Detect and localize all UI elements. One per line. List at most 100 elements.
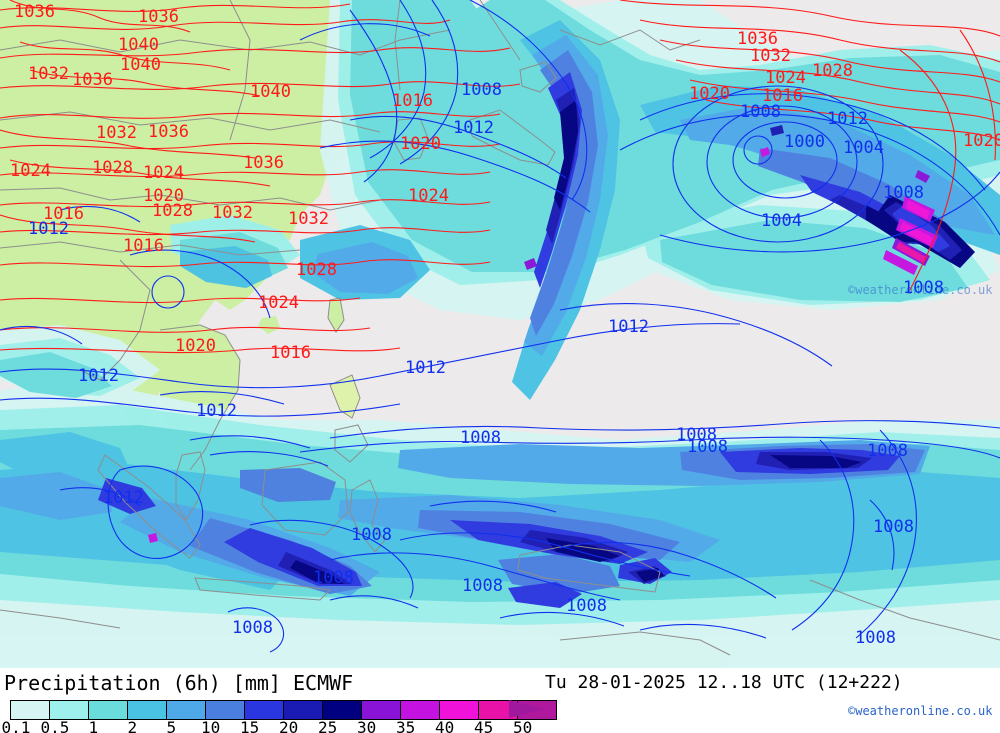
- isobar-label-high-1020-22: 1020: [175, 336, 216, 356]
- legend-tick-20: 20: [279, 718, 299, 733]
- legend-swatch-15: [245, 701, 284, 719]
- isobar-label-high-1032-7: 1032: [96, 123, 137, 143]
- isobar-label-low-1008-18: 1008: [351, 525, 392, 545]
- isobar-label-low-1008-17: 1008: [867, 441, 908, 461]
- isobar-label-high-1040-2: 1040: [118, 35, 159, 55]
- precipitation-map[interactable]: ©weatheronline.co.uk 1036 1036 1040 1040 103…: [0, 0, 1000, 668]
- footer: Precipitation (6h) [mm] ECMWF Tu 28-01-2…: [0, 668, 1000, 733]
- isobar-label-high-1028-11: 1028: [92, 158, 133, 178]
- isobar-label-low-1008-20: 1008: [313, 568, 354, 588]
- legend-swatch-0.1: [11, 701, 50, 719]
- isobar-label-high-1036-9: 1036: [243, 153, 284, 173]
- legend-tick-25: 25: [318, 718, 338, 733]
- legend-swatch-40: [440, 701, 479, 719]
- isobar-label-high-1016-17: 1016: [43, 204, 84, 224]
- isobar-label-high-1024-25: 1024: [408, 186, 449, 206]
- map-watermark: ©weatheronline.co.uk: [848, 283, 993, 297]
- isobar-label-low-1000-9: 1000: [784, 132, 825, 152]
- isobar-label-high-1040-3: 1040: [120, 55, 161, 75]
- isobar-label-low-1012-5: 1012: [103, 488, 144, 508]
- isobar-label-high-1028-14: 1028: [152, 201, 193, 221]
- isobar-label-high-1032-27: 1032: [750, 46, 791, 66]
- isobar-label-low-1004-12: 1004: [761, 211, 802, 231]
- legend-tick-45: 45: [474, 718, 494, 733]
- legend-tick-0.5: 0.5: [40, 718, 70, 733]
- isobar-label-high-1036-26: 1036: [737, 29, 778, 49]
- model-run-info: Tu 28-01-2025 12..18 UTC (12+222): [545, 672, 903, 693]
- isobar-label-high-1036-1: 1036: [138, 7, 179, 27]
- copyright-text: ©weatheronline.co.uk: [848, 704, 993, 718]
- isobar-label-high-1020-13: 1020: [143, 186, 184, 206]
- isobar-label-low-1008-25: 1008: [687, 437, 728, 457]
- isobar-label-low-1012-0: 1012: [28, 219, 69, 239]
- legend-tick-40: 40: [435, 718, 455, 733]
- legend-tick-35: 35: [396, 718, 416, 733]
- isobar-label-low-1012-3: 1012: [78, 366, 119, 386]
- extreme-precip-cluster: [878, 170, 975, 275]
- isobar-label-high-1016-31: 1016: [762, 86, 803, 106]
- isobar-label-high-1024-10: 1024: [10, 161, 51, 181]
- isobar-label-high-1020-32: 1020: [963, 131, 1000, 151]
- isobar-label-high-1032-4: 1032: [28, 64, 69, 84]
- legend-tick-0.1: 0.1: [1, 718, 31, 733]
- isobar-label-low-1012-7: 1012: [608, 317, 649, 337]
- isobar-label-high-1016-18: 1016: [123, 236, 164, 256]
- sumatra-extreme: [148, 533, 158, 543]
- legend-swatch-35: [401, 701, 440, 719]
- isobar-label-low-1008-24: 1008: [855, 628, 896, 648]
- chart-title: Precipitation (6h) [mm] ECMWF: [4, 671, 354, 695]
- legend-tick-1: 1: [88, 718, 99, 733]
- isobar-label-high-1020-24: 1020: [400, 134, 441, 154]
- legend-colorbar[interactable]: [10, 700, 557, 720]
- isobar-label-high-1036-8: 1036: [148, 122, 189, 142]
- isobar-label-low-1012-6: 1012: [405, 358, 446, 378]
- isobar-label-low-1012-11: 1012: [827, 109, 868, 129]
- legend-tick-30: 30: [357, 718, 377, 733]
- isobar-low-layer: [0, 0, 1000, 653]
- isobar-label-high-1028-19: 1028: [296, 260, 337, 280]
- legend-tick-10: 10: [201, 718, 221, 733]
- isobar-label-high-1036-5: 1036: [72, 70, 113, 90]
- isobar-label-low-1004-10: 1004: [843, 138, 884, 158]
- isobar-label-high-1040-6: 1040: [250, 82, 291, 102]
- isobar-label-low-1008-22: 1008: [462, 576, 503, 596]
- legend-swatch-5: [167, 701, 206, 719]
- isobar-label-high-1028-28: 1028: [812, 61, 853, 81]
- isobar-label-high-1036-0: 1036: [14, 2, 55, 22]
- legend-swatch-20: [284, 701, 323, 719]
- isobar-label-low-1008-21: 1008: [566, 596, 607, 616]
- isobar-label-low-1008-1: 1008: [461, 80, 502, 100]
- isobar-label-low-1008-14: 1008: [903, 278, 944, 298]
- isobar-label-high-1024-12: 1024: [143, 163, 184, 183]
- legend-overflow-arrow: [509, 700, 545, 718]
- isobar-label-high-1024-29: 1024: [765, 68, 806, 88]
- isobar-label-low-1012-4: 1012: [196, 401, 237, 421]
- coastline-layer: [0, 0, 1000, 656]
- isobar-label-low-1008-19: 1008: [873, 517, 914, 537]
- legend-tick-50: 50: [513, 718, 533, 733]
- map-canvas: [0, 0, 1000, 668]
- isobar-label-high-1020-30: 1020: [689, 84, 730, 104]
- isobar-high-layer: [0, 0, 1000, 354]
- isobar-label-high-1024-20: 1024: [258, 293, 299, 313]
- isobar-label-low-1012-2: 1012: [453, 118, 494, 138]
- legend-tick-2: 2: [127, 718, 138, 733]
- isobar-label-low-1008-16: 1008: [676, 425, 717, 445]
- legend-swatches: [10, 700, 557, 720]
- isobar-label-high-1032-16: 1032: [288, 209, 329, 229]
- legend-tick-15: 15: [240, 718, 260, 733]
- isobar-label-high-1016-21: 1016: [270, 343, 311, 363]
- legend-swatch-10: [206, 701, 245, 719]
- legend-tick-5: 5: [166, 718, 177, 733]
- legend-swatch-1: [89, 701, 128, 719]
- legend-swatch-2: [128, 701, 167, 719]
- isobar-label-low-1008-13: 1008: [883, 183, 924, 203]
- isobar-label-high-1032-15: 1032: [212, 203, 253, 223]
- isobar-label-low-1008-23: 1008: [232, 618, 273, 638]
- isobar-label-high-1016-23: 1016: [392, 91, 433, 111]
- legend-swatch-30: [362, 701, 401, 719]
- isobar-label-low-1008-15: 1008: [460, 428, 501, 448]
- legend-swatch-25: [323, 701, 362, 719]
- legend-swatch-0.5: [50, 701, 89, 719]
